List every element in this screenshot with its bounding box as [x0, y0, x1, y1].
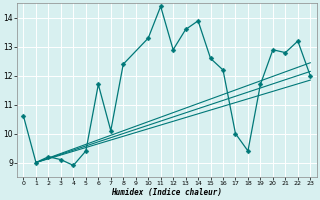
X-axis label: Humidex (Indice chaleur): Humidex (Indice chaleur): [111, 188, 222, 197]
